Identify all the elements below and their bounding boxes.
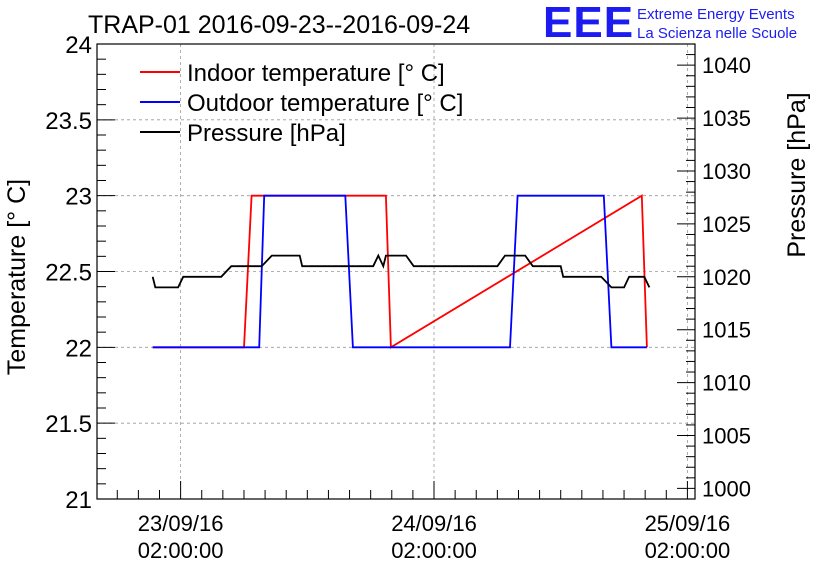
x-tick-label-date: 23/09/16 (138, 511, 224, 536)
y2-axis-label: Pressure [hPa] (783, 92, 811, 257)
axis-ticks (97, 43, 695, 500)
chart-title: TRAP-01 2016-09-23--2016-09-24 (88, 11, 470, 39)
y2-tick-label: 1040 (702, 53, 751, 78)
y2-tick-label: 1005 (702, 424, 751, 449)
logo-subtitle-line1: Extreme Energy Events (637, 6, 795, 23)
y-tick-label: 23.5 (45, 108, 92, 135)
legend-label: Indoor temperature [° C] (187, 60, 445, 87)
y2-tick-label: 1010 (702, 371, 751, 396)
legend-label: Pressure [hPa] (187, 120, 346, 147)
y2-tick-label: 1035 (702, 106, 751, 131)
x-tick-label-time: 02:00:00 (138, 538, 224, 563)
axis-labels: 21 21.5 22 22.5 23 23.5 24 1000 1005 1010 1015 1020… (45, 32, 751, 563)
y-tick-label: 22 (65, 335, 92, 362)
series-group (151, 194, 651, 349)
eee-logo: EEE (543, 0, 635, 47)
legend: Indoor temperature [° C] Outdoor temperat… (140, 60, 463, 147)
x-tick-label-time: 02:00:00 (645, 538, 731, 563)
y2-tick-label: 1015 (702, 318, 751, 343)
legend-label: Outdoor temperature [° C] (187, 90, 463, 117)
y-tick-label: 21 (65, 487, 92, 514)
y-tick-label: 21.5 (45, 411, 92, 438)
y2-tick-label: 1000 (702, 476, 751, 501)
y2-tick-label: 1025 (702, 212, 751, 237)
y-tick-label: 23 (65, 184, 92, 211)
x-tick-label-time: 02:00:00 (391, 538, 477, 563)
y2-tick-label: 1020 (702, 265, 751, 290)
y-tick-label: 22.5 (45, 260, 92, 287)
x-tick-label-date: 25/09/16 (645, 511, 731, 536)
logo-subtitle-line2: La Scienza nelle Scuole (637, 25, 798, 42)
y2-tick-label: 1030 (702, 159, 751, 184)
y-axis-label: Temperature [° C] (3, 179, 31, 375)
y-tick-label: 24 (65, 32, 92, 59)
x-tick-label-date: 24/09/16 (391, 511, 477, 536)
pressure-series-line (151, 253, 651, 289)
outdoor-temperature-line (152, 194, 647, 349)
